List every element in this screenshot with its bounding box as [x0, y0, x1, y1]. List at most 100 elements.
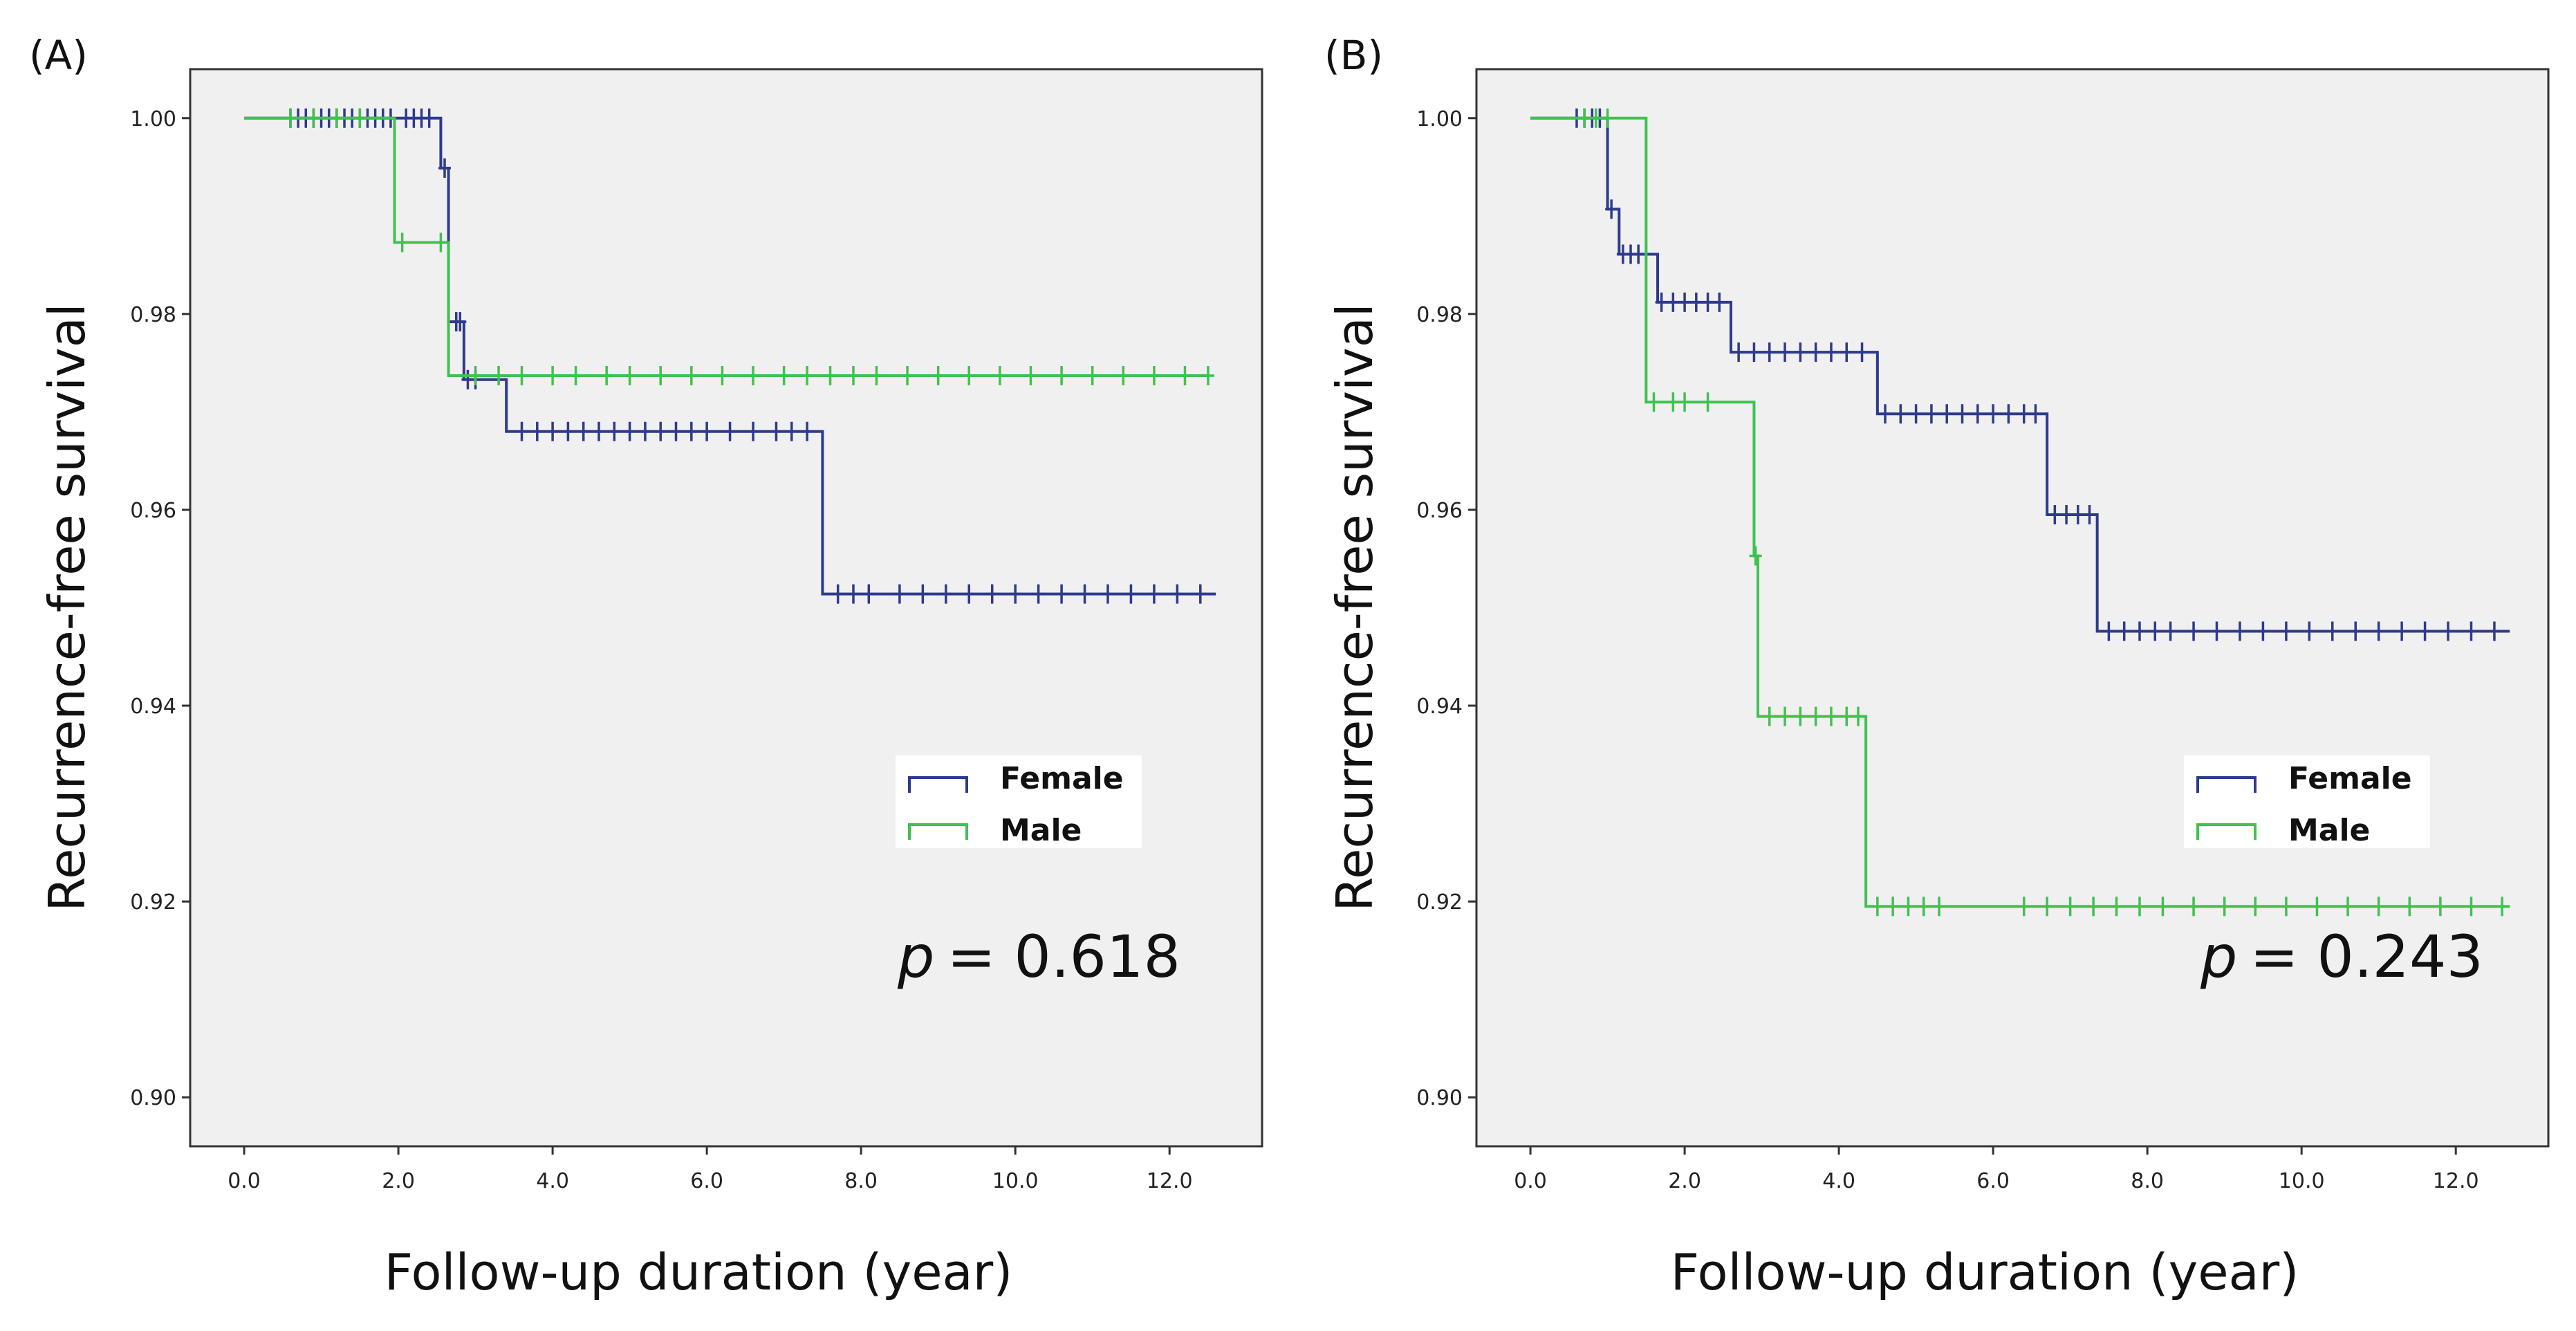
y-tick-label: 1.00 — [130, 107, 176, 131]
censor-mark-female — [530, 421, 544, 441]
censor-mark-male — [2218, 897, 2231, 917]
x-tick-label: 4.0 — [536, 1169, 569, 1193]
x-tick-label: 6.0 — [690, 1169, 723, 1193]
y-tick-label: 0.94 — [1416, 695, 1463, 719]
censor-mark-female — [939, 584, 952, 604]
censor-mark-male — [1201, 366, 1214, 386]
censor-mark-male — [1749, 546, 1762, 566]
censor-mark-male — [284, 108, 297, 128]
censor-mark-male — [2187, 897, 2200, 917]
panel-b: (B) 0.90 0.92 0.94 0.96 0.98 1.00 0.0 2.… — [1324, 32, 2550, 1301]
censor-mark-male — [623, 366, 636, 386]
censor-mark-female — [608, 421, 621, 441]
censor-mark-female — [1055, 584, 1068, 604]
censor-mark-male — [1678, 392, 1692, 412]
censor-mark-male — [2496, 897, 2509, 917]
censor-mark-female — [1101, 584, 1114, 604]
censor-mark-male — [870, 366, 883, 386]
censor-mark-female — [701, 421, 714, 441]
censor-mark-male — [1840, 706, 1853, 726]
panel-label: (A) — [29, 32, 88, 79]
censor-mark-male — [2156, 897, 2169, 917]
censor-mark-female — [2487, 621, 2501, 641]
censor-mark-male — [469, 366, 482, 386]
censor-mark-female — [2303, 621, 2316, 641]
censor-mark-female — [1689, 292, 1703, 312]
censor-mark-female — [638, 421, 651, 441]
censor-mark-male — [307, 108, 320, 128]
censor-mark-female — [1655, 292, 1668, 312]
censor-mark-male — [2342, 897, 2355, 917]
censor-mark-male — [546, 366, 559, 386]
x-tick-label: 12.0 — [2433, 1169, 2479, 1193]
legend-swatch-female — [2196, 776, 2257, 793]
censor-mark-female — [1732, 342, 1745, 362]
censor-mark-female — [1879, 404, 1892, 424]
censor-mark-female — [2372, 621, 2385, 641]
x-axis: 0.0 2.0 4.0 6.0 8.0 10.0 12.0 — [228, 1146, 1193, 1193]
censor-mark-female — [831, 584, 844, 604]
censor-mark-male — [901, 366, 914, 386]
censor-mark-male — [1601, 108, 1614, 128]
censor-mark-female — [770, 421, 783, 441]
censor-mark-female — [963, 584, 976, 604]
censor-mark-male — [2372, 897, 2385, 917]
censor-mark-male — [353, 108, 367, 128]
censor-mark-male — [1794, 706, 1807, 726]
series-layer — [244, 108, 1216, 604]
legend-label-male: Male — [1000, 813, 1082, 848]
censor-mark-male — [846, 366, 860, 386]
censor-mark-male — [2249, 897, 2262, 917]
y-axis: 0.90 0.92 0.94 0.96 0.98 1.00 — [1416, 107, 1476, 1110]
censor-mark-male — [654, 366, 667, 386]
censor-mark-female — [577, 421, 590, 441]
censor-mark-female — [1078, 584, 1091, 604]
censor-mark-male — [1055, 366, 1068, 386]
p-symbol: p — [897, 923, 934, 991]
censor-mark-female — [1855, 342, 1869, 362]
censor-mark-female — [562, 421, 575, 441]
censor-mark-male — [2403, 897, 2416, 917]
censor-mark-male — [1647, 392, 1660, 412]
censor-mark-female — [438, 158, 451, 178]
p-value-text: = 0.618 — [947, 923, 1180, 991]
censor-mark-female — [846, 584, 860, 604]
legend-swatch-female — [908, 776, 968, 793]
censor-mark-female — [1794, 342, 1807, 362]
plot-area — [189, 68, 1263, 1148]
censor-mark-female — [1925, 404, 1938, 424]
censor-mark-female — [2002, 404, 2015, 424]
censor-mark-female — [2257, 621, 2270, 641]
censor-mark-female — [623, 421, 636, 441]
censor-mark-female — [1956, 404, 1969, 424]
y-axis: 0.90 0.92 0.94 0.96 0.98 1.00 — [130, 107, 190, 1110]
y-tick-label: 0.90 — [130, 1086, 176, 1110]
censor-mark-female — [1748, 342, 1761, 362]
censor-mark-male — [492, 366, 506, 386]
y-axis-title: Recurrence-free survival — [38, 303, 96, 911]
censor-mark-male — [515, 366, 528, 386]
x-axis-title: Follow-up duration (year) — [1671, 1243, 2299, 1301]
censor-mark-female — [1763, 342, 1776, 362]
censor-mark-female — [2060, 505, 2073, 525]
p-value: p = 0.243 — [2200, 923, 2483, 991]
y-tick-label: 0.90 — [1416, 1086, 1463, 1110]
censor-mark-male — [1701, 392, 1714, 412]
censor-mark-female — [2029, 404, 2042, 424]
x-tick-label: 8.0 — [844, 1169, 878, 1193]
censor-mark-male — [2279, 897, 2292, 917]
legend-swatch-male — [2196, 823, 2257, 840]
panel-a: (A) 0.90 0.92 0.94 0.96 0.98 1.00 0.0 2.… — [29, 32, 1263, 1301]
censor-mark-female — [723, 421, 736, 441]
censor-mark-male — [685, 366, 698, 386]
censor-mark-male — [2434, 897, 2447, 917]
censor-mark-female — [2187, 621, 2200, 641]
censor-mark-female — [2349, 621, 2362, 641]
censor-mark-male — [2133, 897, 2146, 917]
censor-mark-female — [685, 421, 698, 441]
p-symbol: p — [2200, 923, 2237, 991]
censor-mark-male — [2017, 897, 2030, 917]
censor-mark-female — [654, 421, 667, 441]
censor-mark-female — [669, 421, 683, 441]
censor-mark-female — [1894, 404, 1907, 424]
